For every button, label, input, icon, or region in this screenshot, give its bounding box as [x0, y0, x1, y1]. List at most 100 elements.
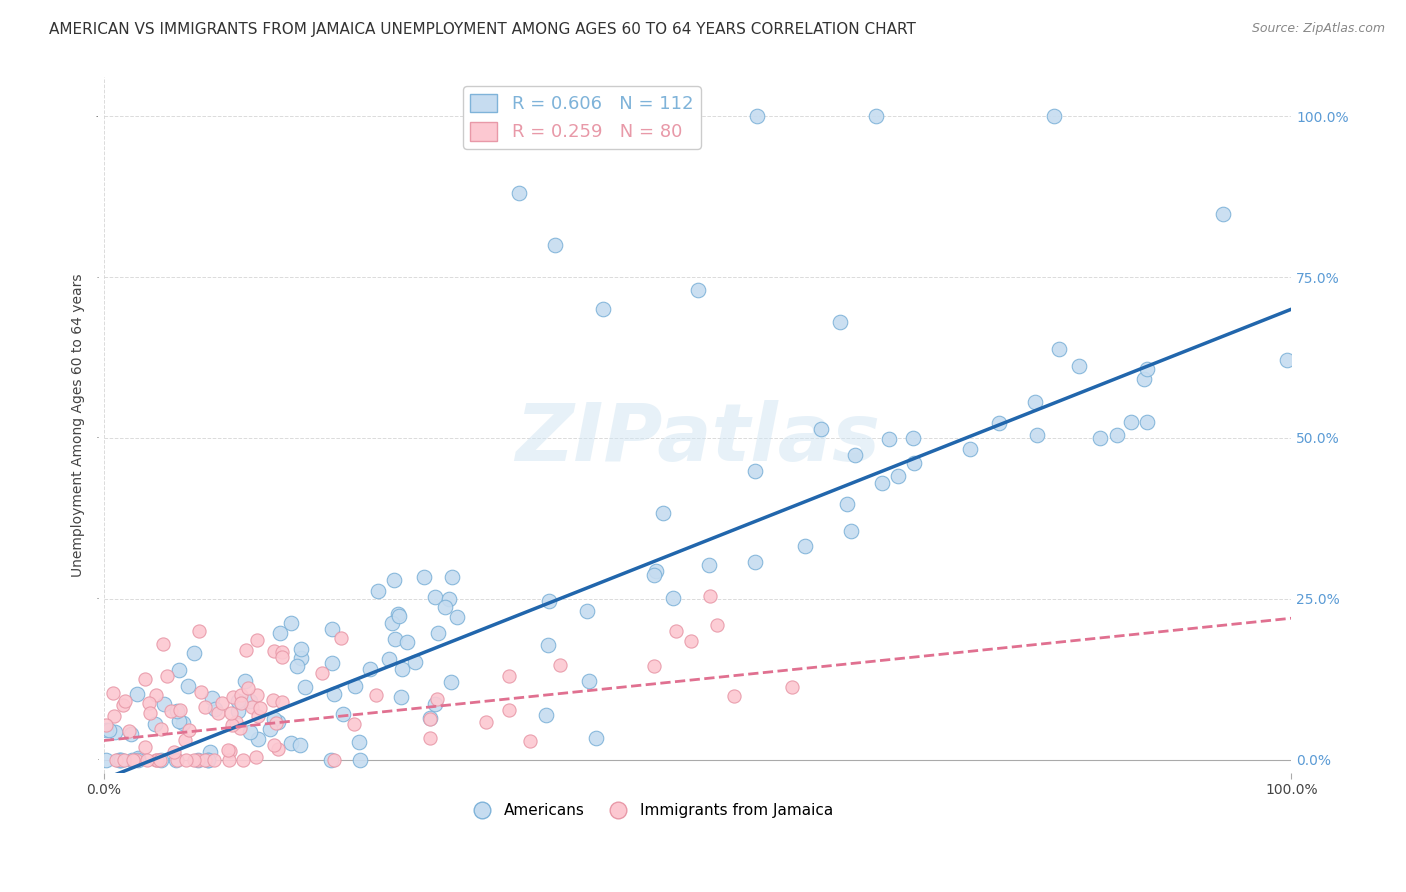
- Immigrants from Jamaica: [134, 739, 156, 754]
- Americans: [127, 687, 149, 701]
- Americans: [870, 475, 893, 490]
- Americans: [290, 642, 312, 657]
- Immigrants from Jamaica: [419, 713, 441, 727]
- Americans: [167, 663, 190, 677]
- Americans: [810, 422, 832, 436]
- Immigrants from Jamaica: [249, 701, 271, 715]
- Immigrants from Jamaica: [156, 669, 179, 683]
- Immigrants from Jamaica: [232, 753, 254, 767]
- Americans: [576, 604, 599, 618]
- Immigrants from Jamaica: [263, 738, 285, 752]
- Americans: [233, 674, 256, 689]
- Americans: [446, 610, 468, 624]
- Immigrants from Jamaica: [187, 753, 209, 767]
- Immigrants from Jamaica: [194, 753, 217, 767]
- Americans: [166, 704, 188, 718]
- Americans: [263, 712, 285, 726]
- Immigrants from Jamaica: [207, 706, 229, 721]
- Americans: [423, 697, 446, 711]
- Americans: [239, 725, 262, 739]
- Immigrants from Jamaica: [419, 731, 441, 745]
- Immigrants from Jamaica: [229, 688, 252, 702]
- Immigrants from Jamaica: [211, 696, 233, 710]
- Immigrants from Jamaica: [679, 633, 702, 648]
- Americans: [176, 679, 198, 693]
- Immigrants from Jamaica: [498, 669, 520, 683]
- Immigrants from Jamaica: [217, 743, 239, 757]
- Americans: [121, 753, 143, 767]
- Americans: [384, 632, 406, 646]
- Americans: [169, 714, 191, 728]
- Immigrants from Jamaica: [262, 693, 284, 707]
- Americans: [152, 697, 174, 711]
- Americans: [391, 662, 413, 676]
- Americans: [204, 702, 226, 716]
- Americans: [440, 570, 463, 584]
- Americans: [697, 558, 720, 572]
- Americans: [96, 753, 118, 767]
- Immigrants from Jamaica: [270, 695, 292, 709]
- Immigrants from Jamaica: [240, 699, 263, 714]
- Americans: [745, 109, 768, 123]
- Immigrants from Jamaica: [114, 694, 136, 708]
- Americans: [887, 468, 910, 483]
- Americans: [104, 724, 127, 739]
- Americans: [440, 675, 463, 690]
- Immigrants from Jamaica: [187, 624, 209, 639]
- Immigrants from Jamaica: [550, 658, 572, 673]
- Immigrants from Jamaica: [263, 644, 285, 658]
- Americans: [434, 600, 457, 615]
- Y-axis label: Unemployment Among Ages 60 to 64 years: Unemployment Among Ages 60 to 64 years: [72, 273, 86, 577]
- Americans: [259, 723, 281, 737]
- Americans: [198, 746, 221, 760]
- Immigrants from Jamaica: [780, 680, 803, 694]
- Americans: [110, 753, 132, 767]
- Americans: [226, 694, 249, 708]
- Americans: [1067, 359, 1090, 373]
- Immigrants from Jamaica: [235, 643, 257, 657]
- Immigrants from Jamaica: [177, 723, 200, 737]
- Immigrants from Jamaica: [229, 721, 252, 735]
- Americans: [269, 626, 291, 640]
- Americans: [187, 753, 209, 767]
- Immigrants from Jamaica: [498, 704, 520, 718]
- Immigrants from Jamaica: [103, 709, 125, 723]
- Americans: [267, 714, 290, 729]
- Americans: [197, 753, 219, 767]
- Americans: [844, 448, 866, 462]
- Legend: Americans, Immigrants from Jamaica: Americans, Immigrants from Jamaica: [461, 797, 839, 824]
- Immigrants from Jamaica: [202, 753, 225, 767]
- Immigrants from Jamaica: [194, 700, 217, 714]
- Americans: [662, 591, 685, 606]
- Americans: [226, 704, 249, 718]
- Immigrants from Jamaica: [723, 689, 745, 703]
- Immigrants from Jamaica: [330, 631, 353, 645]
- Americans: [1088, 431, 1111, 445]
- Americans: [1047, 342, 1070, 356]
- Immigrants from Jamaica: [96, 718, 118, 732]
- Americans: [419, 711, 441, 725]
- Americans: [1277, 353, 1299, 368]
- Americans: [381, 616, 404, 631]
- Americans: [1043, 109, 1066, 123]
- Immigrants from Jamaica: [246, 632, 269, 647]
- Immigrants from Jamaica: [311, 666, 333, 681]
- Americans: [987, 416, 1010, 430]
- Immigrants from Jamaica: [221, 718, 243, 732]
- Americans: [1119, 415, 1142, 429]
- Americans: [347, 735, 370, 749]
- Americans: [839, 524, 862, 538]
- Immigrants from Jamaica: [145, 753, 167, 767]
- Americans: [165, 753, 187, 767]
- Americans: [321, 622, 343, 636]
- Americans: [110, 753, 132, 767]
- Immigrants from Jamaica: [139, 706, 162, 720]
- Immigrants from Jamaica: [112, 698, 135, 713]
- Immigrants from Jamaica: [134, 672, 156, 686]
- Americans: [537, 594, 560, 608]
- Americans: [378, 652, 401, 666]
- Americans: [183, 646, 205, 660]
- Immigrants from Jamaica: [343, 717, 366, 731]
- Americans: [107, 753, 129, 767]
- Americans: [427, 626, 450, 640]
